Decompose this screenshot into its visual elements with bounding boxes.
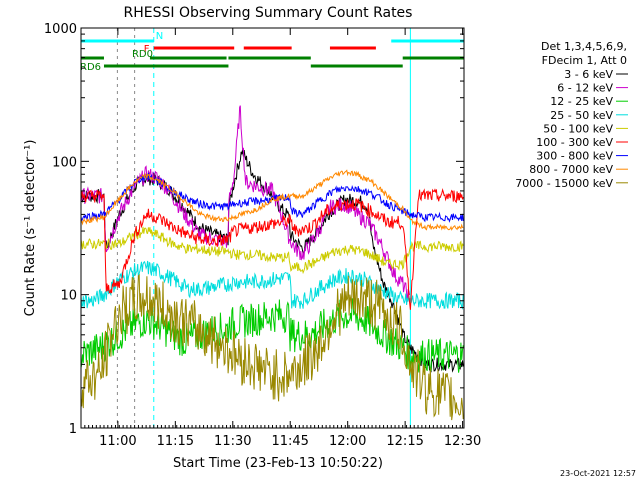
flag-label-f: F [144,44,150,55]
legend-header-line-1: Det 1,3,4,5,6,9, [541,40,627,53]
legend-label-4: 50 - 100 keV [543,122,613,135]
legend-label-5: 100 - 300 keV [536,136,613,149]
y-tick-label-0: 1 [69,422,77,437]
legend-label-7: 800 - 7000 keV [529,163,613,176]
legend-header-line-2: FDecim 1, Att 0 [542,54,627,67]
legend-label-1: 6 - 12 keV [557,82,613,95]
series-line-5 [80,188,464,310]
flag-label-rd6: RD6 [80,62,101,73]
series-line-8 [80,273,464,421]
legend: Det 1,3,4,5,6,9, FDecim 1, Att 0 3 - 6 k… [515,40,628,190]
x-tick-label-1: 11:15 [157,434,194,449]
x-tick-label-2: 11:30 [214,434,251,449]
series-line-1 [80,105,411,302]
legend-label-3: 25 - 50 keV [550,109,613,122]
legend-label-0: 3 - 6 keV [564,68,613,81]
x-tick-label-5: 12:15 [386,434,423,449]
timestamp: 23-Oct-2021 12:57 [560,469,636,478]
axes: 11:00 11:15 11:30 11:45 12:00 12:15 12:30 1 10 10… [44,22,481,449]
legend-label-6: 300 - 800 keV [536,150,613,163]
y-tick-label-3: 1000 [44,22,77,37]
y-axis-label: Count Rate (s⁻¹ detector⁻¹) [23,140,38,317]
y-tick-label-1: 10 [60,289,77,304]
series-line-2 [80,298,464,374]
x-tick-label-4: 12:00 [329,434,366,449]
series-line-3 [80,260,464,310]
series-line-4 [80,226,464,275]
y-tick-label-2: 100 [52,155,77,170]
series-line-7 [80,169,464,231]
x-tick-label-6: 12:30 [444,434,481,449]
legend-label-2: 12 - 25 keV [550,95,613,108]
chart-title: RHESSI Observing Summary Count Rates [124,5,413,21]
x-axis-label: Start Time (23-Feb-13 10:50:22) [173,456,383,471]
x-tick-label-0: 11:00 [99,434,136,449]
flag-label-rd0: RD0 [132,49,153,60]
flag-label-n: N [156,31,163,42]
x-tick-label-3: 11:45 [271,434,308,449]
legend-label-8: 7000 - 15000 keV [515,177,613,190]
